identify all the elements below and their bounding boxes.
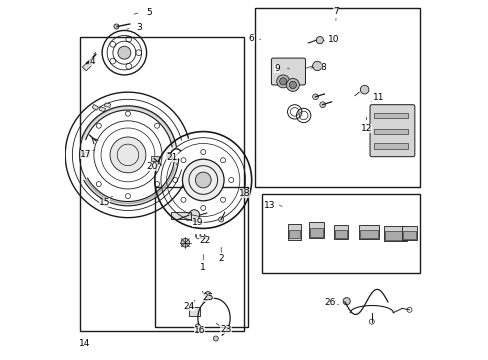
- Bar: [287, 225, 301, 239]
- Bar: [403, 231, 415, 239]
- Bar: [262, 194, 419, 273]
- Bar: [359, 225, 378, 239]
- Bar: [402, 226, 416, 240]
- Text: 8: 8: [320, 63, 325, 72]
- Circle shape: [110, 137, 145, 173]
- Bar: [80, 37, 244, 330]
- FancyBboxPatch shape: [271, 58, 305, 85]
- Bar: [308, 222, 324, 238]
- Text: 1: 1: [200, 264, 206, 273]
- Circle shape: [312, 61, 321, 71]
- Bar: [373, 143, 407, 149]
- Text: 10: 10: [328, 35, 339, 44]
- Bar: [92, 104, 99, 110]
- Text: 5: 5: [146, 8, 152, 17]
- Bar: [385, 231, 405, 239]
- Text: 13: 13: [264, 201, 275, 210]
- Bar: [188, 307, 199, 316]
- Circle shape: [312, 94, 318, 100]
- Bar: [373, 113, 407, 118]
- Circle shape: [279, 78, 286, 85]
- Bar: [309, 228, 323, 237]
- Circle shape: [213, 336, 218, 341]
- Bar: [288, 230, 300, 238]
- Bar: [82, 62, 92, 71]
- Bar: [335, 230, 346, 238]
- Text: 6: 6: [248, 34, 254, 43]
- Circle shape: [289, 81, 296, 89]
- Text: 2: 2: [218, 255, 224, 264]
- Circle shape: [188, 210, 199, 221]
- Bar: [360, 230, 377, 238]
- Text: 20: 20: [146, 162, 157, 171]
- Text: 3: 3: [136, 23, 142, 32]
- Text: 14: 14: [79, 339, 90, 348]
- Text: 17: 17: [80, 150, 92, 159]
- Circle shape: [204, 292, 211, 298]
- Circle shape: [360, 85, 368, 94]
- Text: 4: 4: [89, 57, 95, 66]
- Bar: [104, 103, 110, 107]
- Text: 22: 22: [199, 236, 210, 245]
- Circle shape: [276, 75, 289, 88]
- Circle shape: [218, 217, 223, 222]
- Bar: [171, 212, 190, 219]
- Text: 18: 18: [238, 189, 250, 198]
- Text: 11: 11: [372, 93, 384, 102]
- Circle shape: [195, 172, 211, 188]
- Text: 12: 12: [360, 123, 371, 132]
- Bar: [255, 8, 419, 187]
- Bar: [373, 129, 407, 134]
- Text: 16: 16: [194, 326, 205, 335]
- Circle shape: [181, 238, 189, 247]
- Bar: [151, 156, 159, 161]
- Circle shape: [316, 37, 323, 44]
- Text: 15: 15: [99, 198, 110, 207]
- Text: 23: 23: [220, 325, 231, 334]
- Text: 25: 25: [202, 293, 213, 302]
- Bar: [333, 225, 347, 239]
- Bar: [99, 107, 105, 112]
- Text: 24: 24: [183, 302, 194, 311]
- FancyBboxPatch shape: [369, 105, 414, 157]
- Circle shape: [343, 298, 349, 305]
- Circle shape: [118, 46, 131, 59]
- Circle shape: [195, 324, 200, 329]
- Text: 9: 9: [273, 64, 279, 73]
- Circle shape: [286, 78, 299, 91]
- Circle shape: [182, 159, 224, 201]
- Bar: [384, 226, 406, 240]
- Circle shape: [319, 102, 325, 108]
- Polygon shape: [81, 106, 176, 147]
- Circle shape: [114, 24, 119, 29]
- Text: 21: 21: [166, 153, 177, 162]
- Bar: [155, 187, 247, 327]
- Text: 19: 19: [192, 218, 203, 227]
- Polygon shape: [83, 159, 178, 206]
- Text: 26: 26: [324, 298, 335, 307]
- Text: 7: 7: [332, 7, 338, 16]
